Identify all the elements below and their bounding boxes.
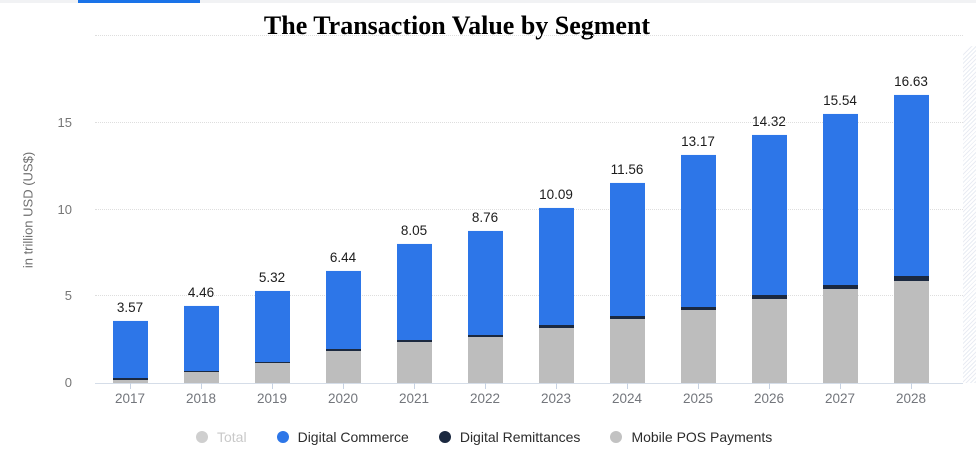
bar-segment-mobile-pos-payments-2017[interactable]	[112, 379, 148, 383]
year-label-2021: 2021	[398, 391, 430, 406]
legend-item-mobile-pos-payments[interactable]: Mobile POS Payments	[610, 429, 772, 445]
bar-segment-digital-commerce-2023[interactable]	[538, 207, 574, 325]
total-label-2022: 8.76	[471, 210, 499, 226]
legend-label: Digital Remittances	[459, 429, 581, 445]
year-label-2028: 2028	[895, 391, 927, 406]
bar-segment-digital-commerce-2024[interactable]	[609, 181, 645, 317]
xtick-2026	[769, 383, 770, 389]
total-label-2026: 14.32	[752, 113, 786, 129]
year-label-2023: 2023	[540, 391, 572, 406]
xtick-2022	[485, 383, 486, 389]
xtick-2017	[130, 383, 131, 389]
total-label-2027: 15.54	[823, 92, 857, 108]
bar-segment-mobile-pos-payments-2022[interactable]	[467, 337, 503, 383]
bar-segment-digital-commerce-2025[interactable]	[680, 153, 716, 307]
bar-segment-mobile-pos-payments-2018[interactable]	[183, 372, 219, 383]
tab-bar-divider	[0, 0, 976, 3]
legend-dot-mobile-pos-payments	[610, 431, 623, 443]
bar-segment-mobile-pos-payments-2025[interactable]	[680, 310, 716, 383]
plot-area: 3.57 4.46 5.32 6.44 8.05 8.76 10.09 11.56 13.17 1…	[95, 28, 963, 384]
gridline-10	[95, 208, 963, 210]
bar-segment-mobile-pos-payments-2026[interactable]	[751, 298, 787, 383]
total-label-2019: 5.32	[258, 269, 286, 285]
bar-segment-digital-commerce-2020[interactable]	[325, 270, 361, 349]
bar-segment-digital-commerce-2019[interactable]	[254, 289, 290, 362]
year-label-2022: 2022	[469, 391, 501, 406]
ytick-label-5: 5	[64, 288, 72, 304]
chart-edge-hatch	[963, 46, 976, 383]
total-label-2017: 3.57	[116, 300, 144, 316]
legend: Total Digital Commerce Digital Remittances…	[196, 428, 772, 446]
bar-segment-mobile-pos-payments-2027[interactable]	[822, 288, 858, 383]
year-label-2025: 2025	[682, 391, 714, 406]
bar-segment-digital-commerce-2022[interactable]	[467, 230, 503, 335]
gridline-20	[95, 35, 963, 37]
bar-segment-mobile-pos-payments-2021[interactable]	[396, 342, 432, 383]
ytick-label-15: 15	[57, 115, 72, 131]
year-label-2024: 2024	[611, 391, 643, 406]
ytick-label-10: 10	[57, 201, 72, 217]
xtick-2024	[627, 383, 628, 389]
year-label-2019: 2019	[256, 391, 288, 406]
bar-segment-digital-commerce-2018[interactable]	[183, 304, 219, 371]
gridline-15	[95, 122, 963, 124]
bar-segment-mobile-pos-payments-2023[interactable]	[538, 327, 574, 383]
legend-dot-digital-remittances	[438, 431, 451, 443]
total-label-2020: 6.44	[329, 250, 357, 266]
total-label-2023: 10.09	[539, 187, 573, 203]
xtick-2028	[911, 383, 912, 389]
bar-segment-mobile-pos-payments-2020[interactable]	[325, 350, 361, 383]
xtick-2019	[272, 383, 273, 389]
xtick-2027	[840, 383, 841, 389]
xtick-2020	[343, 383, 344, 389]
xtick-2025	[698, 383, 699, 389]
xtick-2023	[556, 383, 557, 389]
year-label-2018: 2018	[185, 391, 217, 406]
total-label-2025: 13.17	[681, 133, 715, 149]
bar-segment-digital-commerce-2026[interactable]	[751, 133, 787, 296]
year-label-2027: 2027	[824, 391, 856, 406]
gridline-5	[95, 295, 963, 297]
legend-label: Mobile POS Payments	[631, 429, 773, 445]
total-label-2028: 16.63	[894, 73, 928, 89]
total-label-2021: 8.05	[400, 222, 428, 238]
legend-dot-digital-commerce	[276, 431, 289, 443]
year-label-2020: 2020	[327, 391, 359, 406]
legend-item-total[interactable]: Total	[196, 429, 247, 445]
ytick-label-0: 0	[64, 375, 72, 390]
bar-segment-mobile-pos-payments-2024[interactable]	[609, 319, 645, 383]
total-label-2018: 4.46	[187, 284, 215, 300]
year-label-2017: 2017	[114, 391, 146, 406]
bar-segment-digital-commerce-2027[interactable]	[822, 112, 858, 285]
bar-segment-mobile-pos-payments-2019[interactable]	[254, 363, 290, 383]
y-axis-label: in trillion USD (US$)	[20, 151, 36, 269]
bar-segment-digital-commerce-2028[interactable]	[893, 93, 929, 276]
xtick-2021	[414, 383, 415, 389]
chart-title: The Transaction Value by Segment	[263, 11, 651, 40]
legend-item-digital-commerce[interactable]: Digital Commerce	[276, 429, 409, 445]
active-tab-indicator	[78, 0, 200, 3]
legend-item-digital-remittances[interactable]: Digital Remittances	[438, 429, 581, 445]
legend-dot-total	[196, 431, 208, 443]
legend-label: Digital Commerce	[297, 429, 409, 445]
bar-segment-digital-commerce-2021[interactable]	[396, 242, 432, 341]
xtick-2018	[201, 383, 202, 389]
bar-segment-digital-commerce-2017[interactable]	[112, 320, 148, 379]
legend-label: Total	[217, 429, 247, 445]
bar-segment-mobile-pos-payments-2028[interactable]	[893, 280, 929, 383]
year-label-2026: 2026	[753, 391, 785, 406]
total-label-2024: 11.56	[610, 161, 644, 177]
